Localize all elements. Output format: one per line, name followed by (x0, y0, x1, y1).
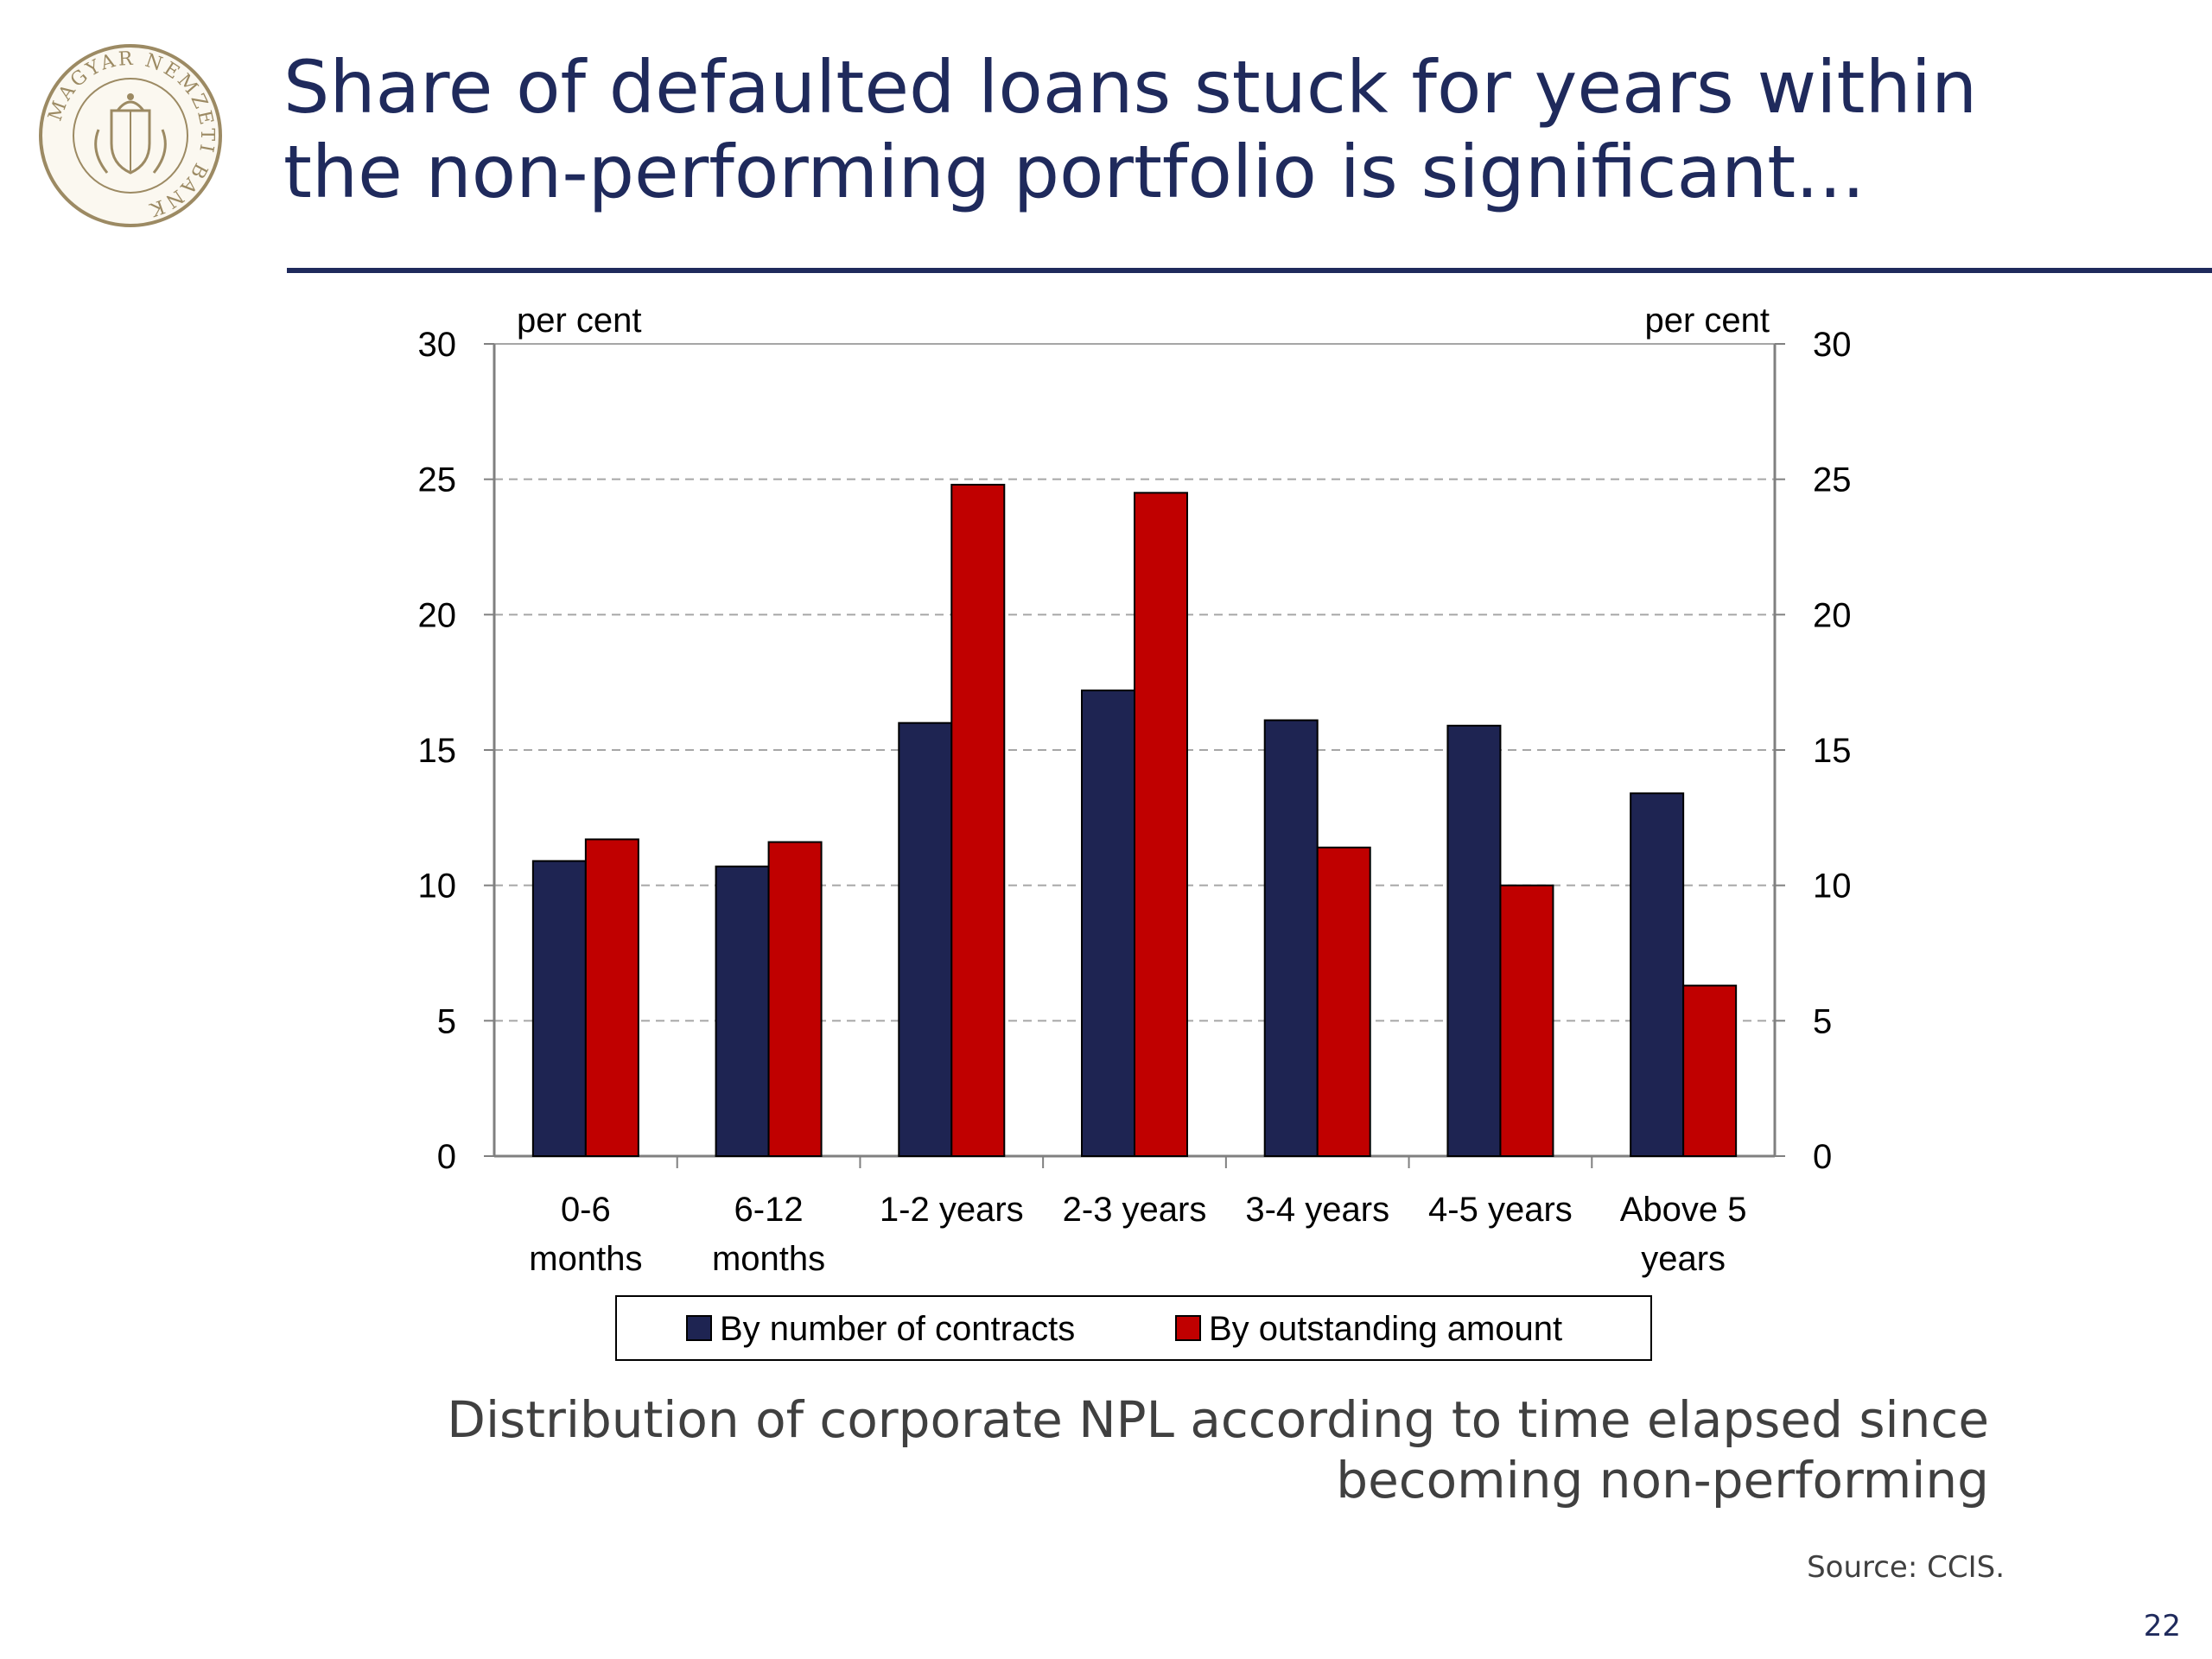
source-note: Source: CCIS. (1807, 1550, 2005, 1585)
y-tick-label-left: 15 (418, 732, 457, 770)
npl-bar-chart: 0 0 5 5 10 10 15 15 20 20 25 25 30 30 per cent per cent… (418, 302, 1852, 1361)
x-tick-label: 2-3 years (1063, 1191, 1207, 1229)
bar-contracts (1630, 792, 1685, 1158)
bar-amount (950, 483, 1006, 1157)
x-tick-label: 6-12 (734, 1191, 804, 1229)
bar-amount (1682, 984, 1738, 1157)
legend-box (615, 1295, 1652, 1361)
x-tick-label: months (529, 1240, 642, 1278)
bar-contracts (531, 860, 587, 1157)
x-tick-label: Above 5 (1620, 1191, 1747, 1229)
y-axis-unit-left: per cent (517, 302, 642, 340)
y-tick-label-right: 5 (1813, 1002, 1832, 1040)
bar-amount (767, 841, 823, 1157)
y-axis-unit-right: per cent (1644, 302, 1770, 340)
y-tick-label-left: 5 (437, 1002, 456, 1040)
chart-caption-line-2: becoming non-performing (1336, 1451, 1989, 1510)
bar-contracts (715, 865, 770, 1157)
y-tick-label-left: 10 (418, 868, 457, 906)
page-title-line-1: Share of defaulted loans stuck for years… (283, 45, 1978, 130)
chart-caption-line-1: Distribution of corporate NPL according … (447, 1390, 1989, 1449)
legend-label-contracts: By number of contracts (720, 1310, 1075, 1348)
bar-contracts (1446, 724, 1502, 1157)
y-tick-label-left: 20 (418, 596, 457, 634)
y-tick-label-right: 10 (1813, 868, 1852, 906)
bar-contracts (1263, 719, 1319, 1157)
y-tick-label-left: 30 (418, 326, 457, 364)
legend-swatch-contracts (686, 1315, 712, 1341)
bar-contracts (898, 721, 953, 1158)
bar-amount (584, 838, 639, 1158)
bar-amount (1134, 492, 1188, 1157)
page-number: 22 (2143, 1609, 2181, 1643)
y-tick-label-right: 20 (1813, 596, 1852, 634)
legend-swatch-amount (1175, 1315, 1201, 1341)
mnb-logo: MAGYAR NEMZETI BANK (39, 44, 222, 227)
y-tick-label-left: 25 (418, 461, 457, 499)
x-tick-label: 1-2 years (880, 1191, 1024, 1229)
x-tick-label: 3-4 years (1245, 1191, 1389, 1229)
y-tick-label-right: 30 (1813, 326, 1852, 364)
chart-caption: Distribution of corporate NPL according … (347, 1389, 1989, 1510)
y-tick-label-left: 0 (437, 1138, 456, 1176)
title-divider (287, 268, 2212, 273)
page-title-line-2: the non-performing portfolio is signific… (283, 130, 1866, 214)
coat-of-arms-icon (110, 109, 151, 175)
bar-contracts (1081, 690, 1135, 1157)
x-tick-label: years (1641, 1240, 1726, 1278)
bar-amount (1499, 884, 1554, 1157)
x-tick-label: months (712, 1240, 825, 1278)
x-tick-label: 4-5 years (1428, 1191, 1573, 1229)
y-tick-label-right: 25 (1813, 461, 1852, 499)
y-tick-label-right: 15 (1813, 732, 1852, 770)
x-tick-label: 0-6 (561, 1191, 611, 1229)
page-title: Share of defaulted loans stuck for years… (283, 45, 2141, 214)
y-tick-label-right: 0 (1813, 1138, 1832, 1176)
bar-amount (1316, 846, 1371, 1157)
legend-label-amount: By outstanding amount (1209, 1310, 1562, 1348)
